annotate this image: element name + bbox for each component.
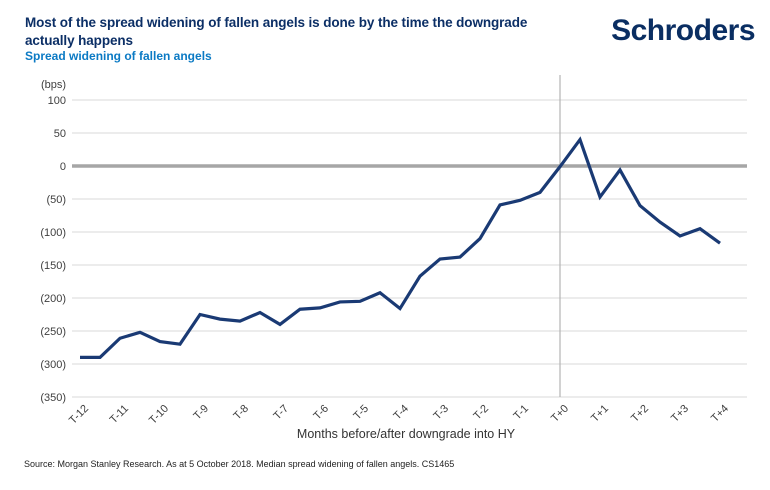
x-tick-label: T-10 bbox=[147, 403, 171, 427]
x-tick-label: T-7 bbox=[271, 403, 291, 423]
x-tick-label: T-1 bbox=[511, 403, 531, 423]
x-tick-label: T-4 bbox=[391, 403, 411, 423]
x-tick-label: T+3 bbox=[669, 403, 691, 425]
x-tick-label: T-3 bbox=[431, 403, 451, 423]
x-tick-label: T+0 bbox=[549, 403, 571, 425]
y-tick-label: 0 bbox=[60, 161, 66, 173]
x-tick-label: T-2 bbox=[471, 403, 491, 423]
y-tick-label: (350) bbox=[40, 392, 66, 404]
x-tick-label: T+4 bbox=[709, 403, 731, 425]
y-tick-label: 100 bbox=[48, 95, 66, 107]
y-axis-unit-label: (bps) bbox=[41, 79, 66, 91]
x-tick-label: T-6 bbox=[311, 403, 331, 423]
y-tick-label: (250) bbox=[40, 326, 66, 338]
y-tick-label: (200) bbox=[40, 293, 66, 305]
chart-subtitle: Spread widening of fallen angels bbox=[25, 49, 212, 63]
x-tick-label: T-9 bbox=[191, 403, 211, 423]
schroders-logo: Schroders bbox=[611, 14, 755, 47]
x-axis-title: Months before/after downgrade into HY bbox=[297, 427, 516, 441]
x-tick-label: T+2 bbox=[629, 403, 651, 425]
y-tick-label: (50) bbox=[46, 194, 66, 206]
x-tick-label: T+1 bbox=[589, 403, 611, 425]
y-tick-label: (100) bbox=[40, 227, 66, 239]
y-tick-label: (300) bbox=[40, 359, 66, 371]
page-title: Most of the spread widening of fallen an… bbox=[25, 15, 528, 48]
source-note: Source: Morgan Stanley Research. As at 5… bbox=[24, 459, 455, 469]
x-tick-label: T-11 bbox=[108, 403, 131, 426]
y-tick-label: (150) bbox=[40, 260, 66, 272]
x-tick-label: T-8 bbox=[231, 403, 251, 423]
x-tick-label: T-5 bbox=[351, 403, 371, 423]
spread-widening-line-chart: 100 50 0 (50) (100) (150) (200) (250) (300) (350)… bbox=[40, 75, 747, 441]
y-tick-label: 50 bbox=[54, 128, 66, 140]
spread-series-line bbox=[80, 136, 721, 359]
x-tick-label: T-12 bbox=[67, 403, 91, 427]
